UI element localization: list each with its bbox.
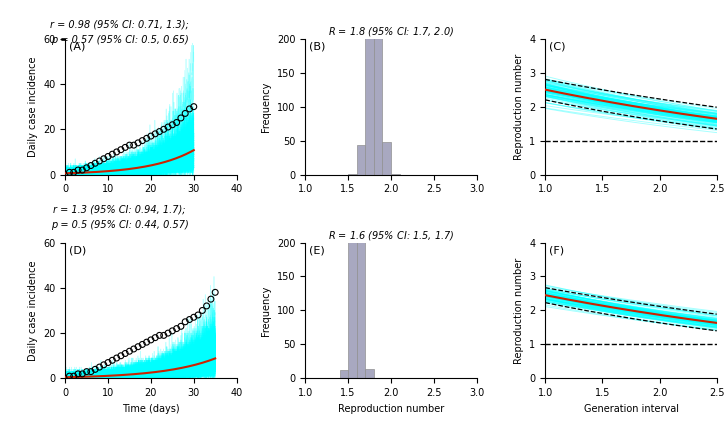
Bar (340, 369, 348, 378)
Point (180, 318, 191, 325)
Bar (357, 145, 365, 175)
Point (162, 123, 174, 130)
Bar (348, 174, 357, 175)
Point (145, 132, 156, 139)
Bar (365, 369, 374, 378)
X-axis label: Reproduction number: Reproduction number (338, 404, 444, 414)
Point (115, 352, 127, 359)
Bar (357, 183, 365, 378)
Point (175, 323, 187, 330)
Text: (B): (B) (308, 41, 325, 52)
Point (132, 343, 144, 350)
Point (158, 126, 169, 133)
Point (167, 121, 178, 128)
X-axis label: Generation interval: Generation interval (584, 404, 678, 414)
Point (68, 169, 80, 176)
Point (81, 368, 93, 375)
Point (85, 162, 97, 169)
Text: r = 0.98 (95% CI: 0.71, 1.3);: r = 0.98 (95% CI: 0.71, 1.3); (50, 20, 189, 30)
Point (167, 327, 178, 334)
Point (132, 139, 144, 146)
Y-axis label: Daily case incidence: Daily case incidence (28, 260, 38, 361)
Text: (A): (A) (69, 41, 85, 52)
X-axis label: Time (days): Time (days) (122, 404, 180, 414)
Point (193, 312, 204, 319)
Point (140, 339, 152, 346)
Y-axis label: Frequency: Frequency (261, 81, 272, 132)
Point (81, 164, 93, 171)
Point (171, 325, 182, 332)
Point (184, 105, 195, 112)
Point (89, 366, 101, 373)
Text: (F): (F) (549, 245, 564, 255)
Point (119, 350, 131, 357)
Title: $R$ = 1.6 (95% CI: 1.5, 1.7): $R$ = 1.6 (95% CI: 1.5, 1.7) (328, 229, 454, 242)
Point (72, 166, 84, 173)
Point (149, 334, 161, 341)
Title: $R$ = 1.8 (95% CI: 1.7, 2.0): $R$ = 1.8 (95% CI: 1.7, 2.0) (328, 25, 454, 38)
Point (137, 341, 148, 348)
Text: r = 1.3 (95% CI: 0.94, 1.7);: r = 1.3 (95% CI: 0.94, 1.7); (53, 205, 186, 215)
Point (64, 169, 75, 176)
Point (180, 110, 191, 117)
Point (68, 373, 80, 380)
Y-axis label: Reproduction number: Reproduction number (514, 53, 523, 160)
Text: p = 0.5 (95% CI: 0.44, 0.57): p = 0.5 (95% CI: 0.44, 0.57) (51, 220, 188, 230)
Point (140, 135, 152, 142)
Point (171, 119, 182, 126)
Text: p = 0.57 (95% CI: 0.5, 0.65): p = 0.57 (95% CI: 0.5, 0.65) (51, 35, 188, 45)
Point (72, 370, 84, 377)
Point (188, 103, 200, 110)
Point (128, 346, 140, 353)
Point (124, 348, 135, 355)
Point (128, 142, 140, 149)
Point (153, 128, 165, 135)
Point (77, 370, 88, 377)
Point (119, 144, 131, 151)
Point (98, 361, 109, 368)
Point (201, 302, 212, 309)
Point (64, 373, 75, 380)
Point (77, 166, 88, 173)
Point (98, 155, 109, 162)
Point (188, 314, 200, 321)
Point (184, 316, 195, 323)
Point (137, 137, 148, 144)
Point (93, 157, 105, 164)
Point (196, 307, 208, 314)
Point (162, 330, 174, 337)
Bar (382, 142, 391, 175)
Point (106, 357, 118, 364)
Text: (D): (D) (69, 245, 86, 255)
Point (85, 368, 97, 375)
Text: (E): (E) (308, 245, 324, 255)
Point (209, 289, 221, 296)
Point (145, 336, 156, 343)
Bar (365, 0, 374, 175)
Point (89, 160, 101, 167)
Point (158, 332, 169, 339)
Point (102, 153, 114, 160)
Point (115, 146, 127, 153)
Bar (348, 185, 357, 378)
Point (102, 359, 114, 366)
Y-axis label: Daily case incidence: Daily case incidence (28, 56, 38, 157)
Bar (391, 174, 400, 175)
Point (111, 355, 122, 362)
Point (93, 364, 105, 371)
Text: (C): (C) (549, 41, 565, 52)
Point (106, 151, 118, 158)
Bar (374, 5, 382, 175)
Point (153, 332, 165, 339)
Point (205, 296, 216, 303)
Y-axis label: Frequency: Frequency (261, 285, 272, 336)
Point (124, 142, 135, 149)
Y-axis label: Reproduction number: Reproduction number (514, 257, 523, 364)
Point (149, 130, 161, 137)
Point (111, 148, 122, 155)
Point (175, 114, 187, 121)
